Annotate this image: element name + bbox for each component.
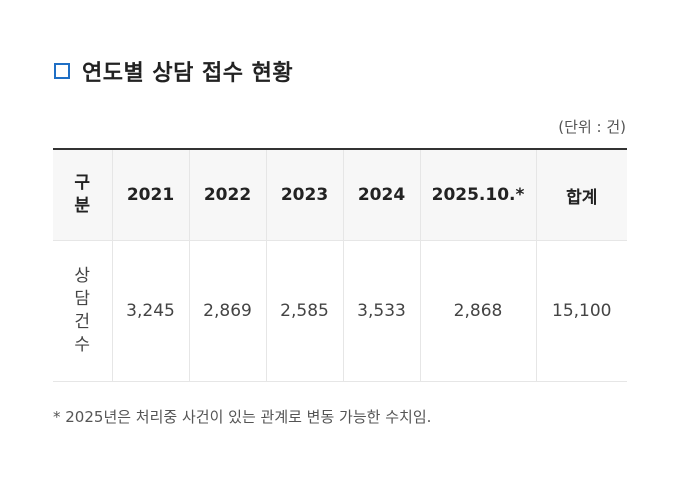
row-label-cell: 상담건수 [53, 240, 112, 382]
section-title: 연도별 상담 접수 현황 [54, 56, 293, 86]
header-year-2023: 2023 [265, 149, 343, 241]
page-title: 연도별 상담 접수 현황 [82, 61, 294, 86]
value-2025: 2,868 [419, 240, 536, 382]
value-total: 15,100 [535, 240, 627, 382]
unit-note: (단위 : 건) [558, 118, 626, 136]
table-row: 상담건수 3,245 2,869 2,585 3,533 2,868 15,10… [53, 240, 627, 382]
footnote: * 2025년은 처리중 사건이 있는 관계로 변동 가능한 수치임. [53, 408, 432, 426]
header-year-2025: 2025.10.* [419, 149, 536, 241]
header-total: 합계 [535, 149, 627, 241]
header-category: 구분 [53, 149, 112, 241]
header-year-2021: 2021 [111, 149, 189, 241]
consultation-stats-table: 구분 2021 2022 2023 2024 2025.10.* 합계 상담건수… [53, 148, 627, 382]
header-year-2024: 2024 [342, 149, 420, 241]
table-header-row: 구분 2021 2022 2023 2024 2025.10.* 합계 [53, 149, 627, 241]
value-2023: 2,585 [265, 240, 343, 382]
header-category-label: 구분 [74, 173, 91, 216]
value-2022: 2,869 [188, 240, 266, 382]
value-2021: 3,245 [111, 240, 189, 382]
square-outline-icon [54, 63, 70, 79]
row-label: 상담건수 [74, 266, 91, 355]
value-2024: 3,533 [342, 240, 420, 382]
header-year-2022: 2022 [188, 149, 266, 241]
